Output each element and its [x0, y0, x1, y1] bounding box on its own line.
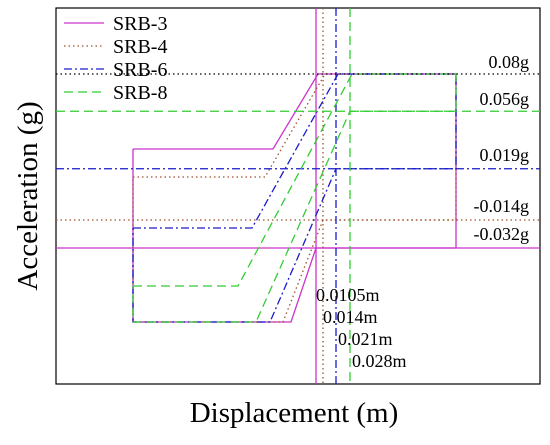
disp-annotation-3: 0.028m — [352, 351, 407, 371]
loop-srb-3 — [132, 73, 457, 323]
acc-annotation-0: 0.08g — [489, 52, 530, 72]
displacement-annotations: 0.0105m 0.014m 0.021m 0.028m — [316, 285, 407, 371]
y-axis-label: Acceleration (g) — [12, 101, 44, 290]
loop-srb-8 — [132, 73, 457, 323]
x-axis-label: Displacement (m) — [190, 397, 399, 429]
acc-annotation-4: -0.032g — [474, 224, 530, 244]
loop-srb-4 — [132, 73, 457, 323]
acc-annotation-1: 0.056g — [480, 89, 530, 109]
acc-annotation-2: 0.019g — [480, 145, 530, 165]
acceleration-annotations: 0.08g 0.056g 0.019g -0.014g -0.032g — [474, 52, 530, 244]
disp-annotation-2: 0.021m — [338, 329, 393, 349]
legend-label-srb-8: SRB-8 — [113, 82, 167, 104]
acc-annotation-3: -0.014g — [474, 196, 530, 216]
legend-label-srb-3: SRB-3 — [113, 13, 167, 35]
disp-annotation-0: 0.0105m — [316, 285, 380, 305]
disp-annotation-1: 0.014m — [323, 307, 378, 327]
legend-label-srb-4: SRB-4 — [113, 36, 167, 58]
plot-frame — [55, 7, 541, 385]
legend-label-srb-6: SRB-6 — [113, 59, 167, 81]
series-traces — [56, 8, 540, 384]
